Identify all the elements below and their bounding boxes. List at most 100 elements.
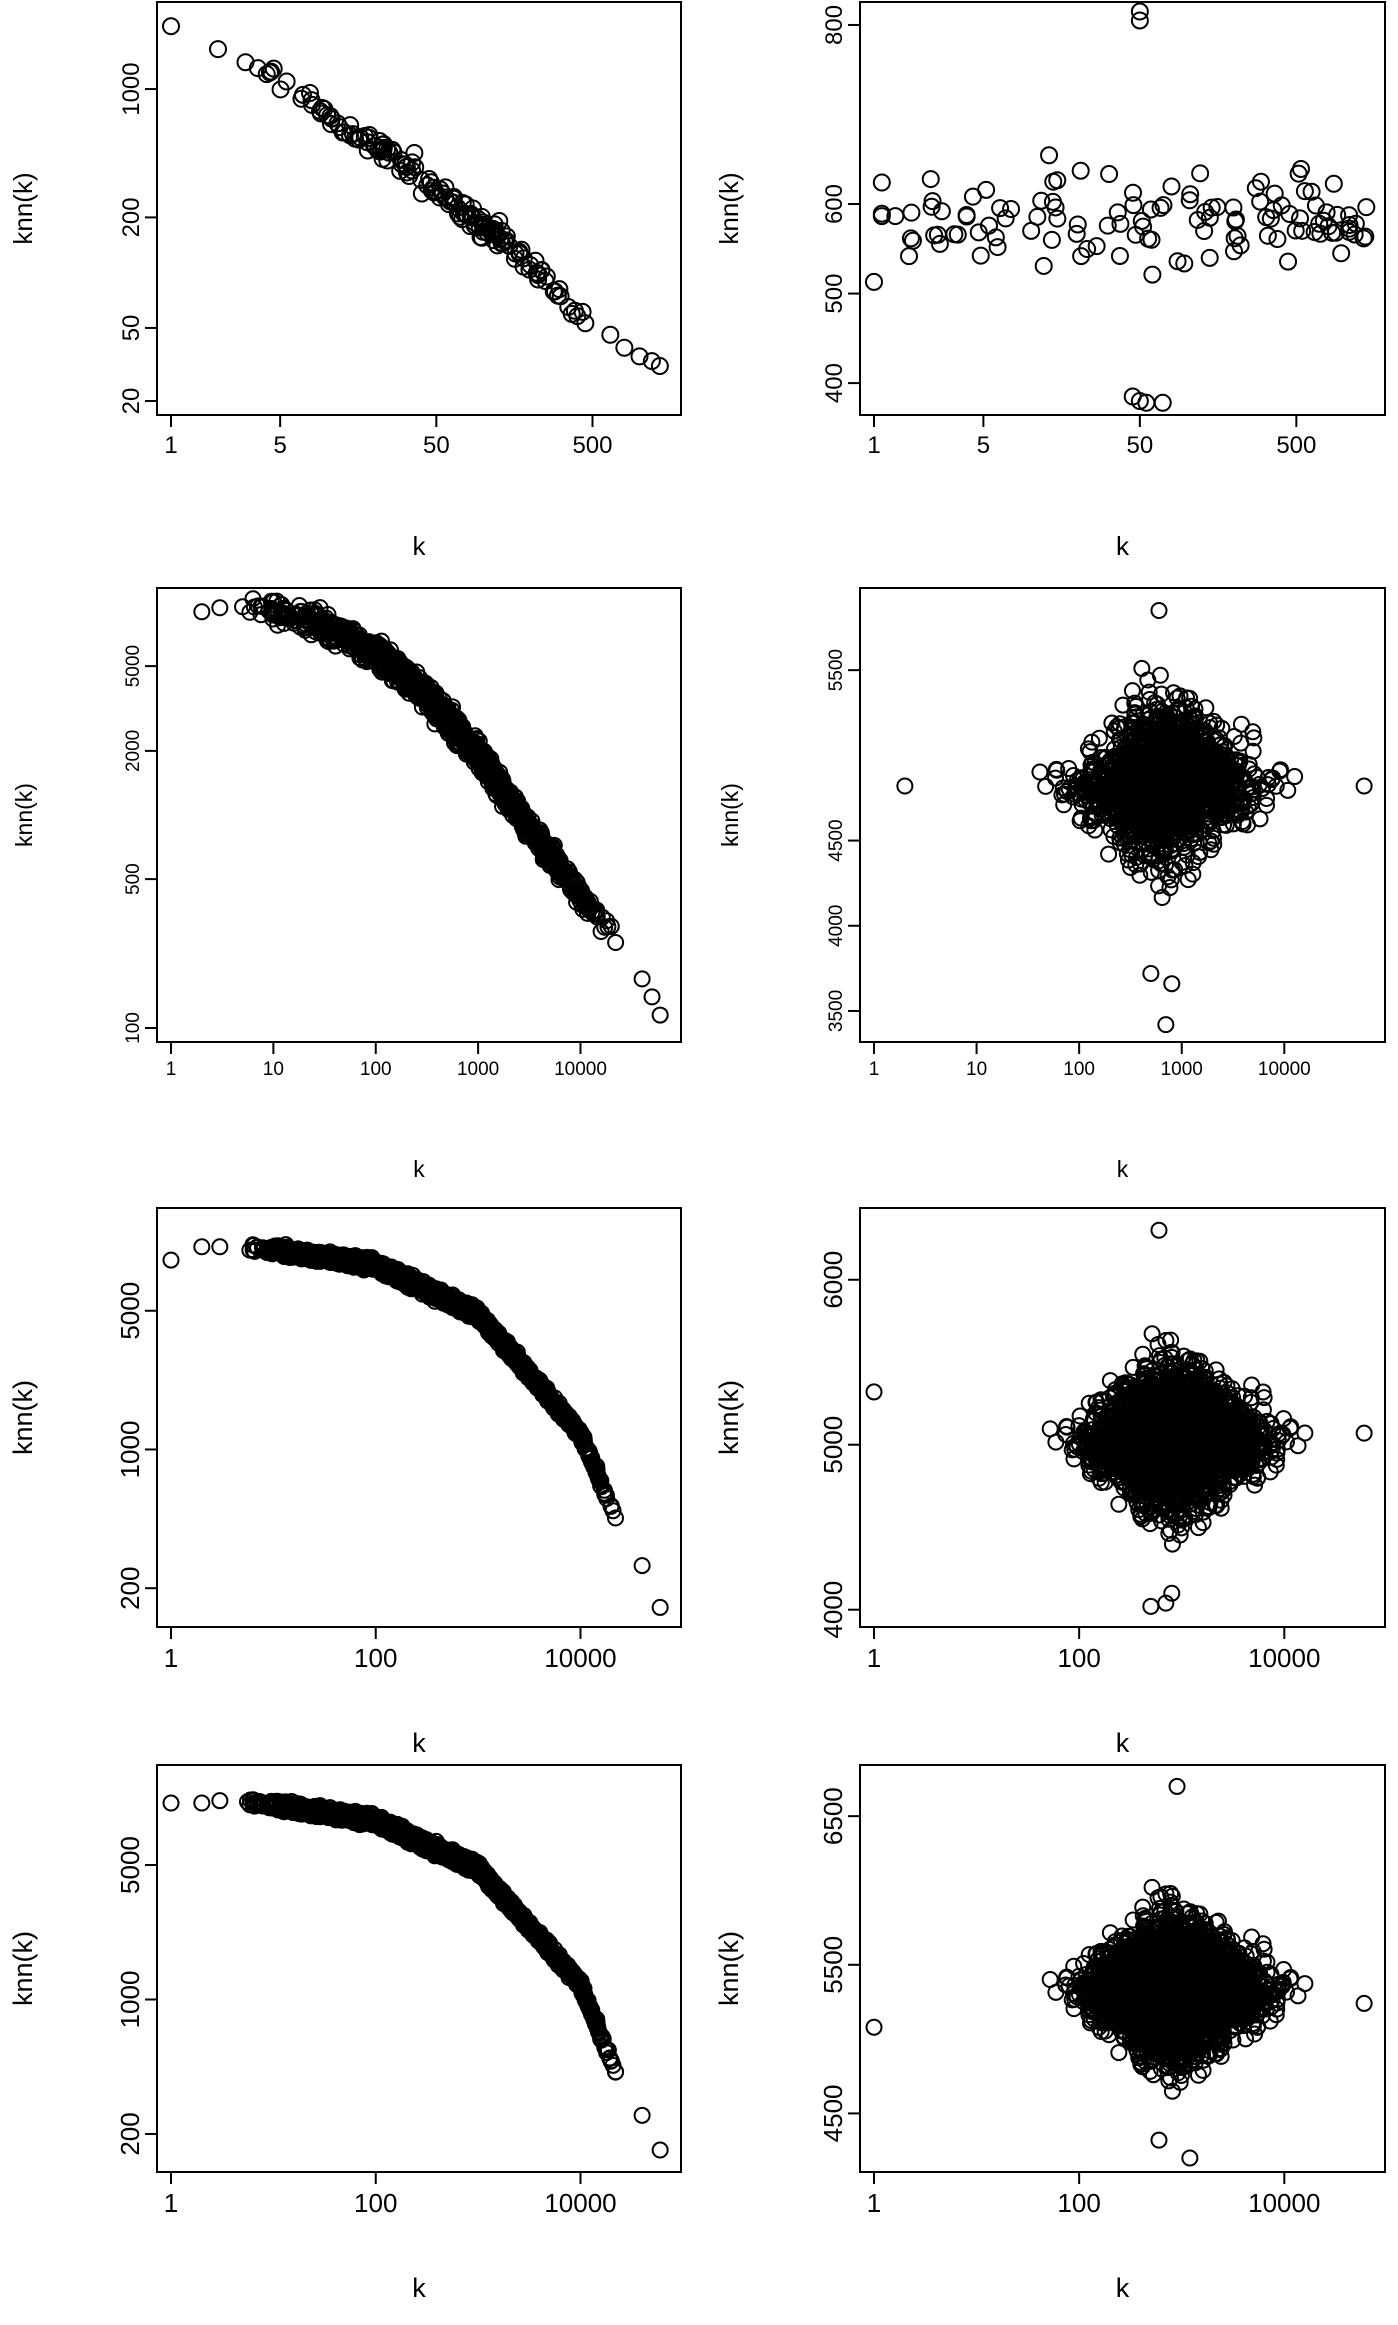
data-point (1225, 229, 1244, 248)
data-point (1071, 161, 1090, 180)
data-point (1100, 165, 1119, 184)
data-point (1124, 196, 1143, 215)
data-point (988, 238, 1007, 257)
data-point (651, 1006, 669, 1024)
data-point (1226, 210, 1245, 229)
data-point (1153, 393, 1172, 412)
data-point (412, 184, 431, 203)
data-point (1046, 198, 1065, 217)
data-point (474, 216, 493, 235)
data-point (1314, 211, 1333, 230)
y-tick-label: 5000 (115, 1282, 145, 1340)
y-tick-label: 3500 (826, 990, 847, 1032)
data-point (1130, 11, 1149, 30)
data-point (548, 286, 567, 305)
data-point (1032, 191, 1051, 210)
data-point (1130, 2, 1149, 21)
data-point (1142, 964, 1160, 982)
data-point (1289, 164, 1308, 183)
data-point (1141, 200, 1160, 219)
data-point (512, 240, 531, 259)
data-point (872, 173, 891, 192)
y-tick-label: 20 (118, 388, 145, 415)
data-point (1293, 221, 1312, 240)
data-point (1181, 185, 1200, 204)
data-point (340, 126, 359, 145)
x-tick-label: 50 (1127, 432, 1154, 459)
data-point (248, 59, 267, 78)
data-point (405, 144, 424, 163)
data-point (1188, 210, 1207, 229)
data-point (896, 777, 914, 795)
x-tick-label: 1000 (1161, 1059, 1203, 1080)
data-point (1251, 192, 1270, 211)
data-point (392, 155, 411, 174)
y-tick-label: 2000 (123, 730, 144, 772)
data-point (497, 231, 516, 250)
y-axis-label: knn(k) (717, 783, 743, 847)
data-point (545, 282, 564, 301)
data-point (1168, 252, 1187, 271)
data-point (465, 216, 484, 235)
y-tick-label: 4000 (826, 905, 847, 947)
y-axis-label: knn(k) (8, 1380, 38, 1455)
data-point (1067, 224, 1086, 243)
data-point (365, 136, 384, 155)
x-tick-label: 1 (867, 432, 880, 459)
data-point (1346, 214, 1365, 233)
data-point (601, 325, 620, 344)
data-point (521, 256, 540, 275)
data-point (615, 338, 634, 357)
data-point (1068, 215, 1087, 234)
y-tick-label: 500 (123, 863, 144, 895)
data-point (1191, 164, 1210, 183)
data-point (1151, 198, 1170, 217)
data-point (1031, 763, 1049, 781)
data-point (1291, 209, 1310, 228)
y-tick-label: 500 (821, 274, 848, 314)
data-point (260, 63, 279, 82)
y-tick-label: 800 (821, 5, 848, 45)
data-point (945, 225, 964, 244)
data-point (607, 934, 625, 952)
y-tick-label: 200 (115, 1567, 145, 1610)
data-point (350, 130, 369, 149)
data-point (193, 603, 211, 621)
data-point (1355, 777, 1373, 795)
x-axis-label: k (1117, 1156, 1129, 1182)
data-point (643, 988, 661, 1006)
data-point (1272, 196, 1291, 215)
data-point (1048, 209, 1067, 228)
x-tick-label: 5 (977, 432, 990, 459)
data-point (1151, 666, 1169, 684)
y-axis-label: knn(k) (714, 172, 744, 244)
data-point (901, 229, 920, 248)
x-tick-label: 10000 (544, 1643, 616, 1673)
data-point (486, 226, 505, 245)
data-point (1357, 198, 1376, 217)
plot-frame (156, 587, 682, 1043)
data-point (1176, 857, 1194, 875)
x-tick-label: 100 (360, 1059, 392, 1080)
x-tick-label: 10 (966, 1059, 987, 1080)
data-point (1044, 172, 1063, 191)
data-point (1354, 229, 1373, 248)
data-point (1162, 177, 1181, 196)
data-point (902, 203, 921, 222)
data-point (380, 143, 399, 162)
data-point (403, 161, 422, 180)
data-point (1286, 768, 1304, 786)
data-point (1180, 191, 1199, 210)
data-point (969, 223, 988, 242)
data-point (445, 193, 464, 212)
data-point (1197, 699, 1215, 717)
data-point (211, 599, 229, 617)
data-point (162, 17, 180, 36)
x-tick-label: 1 (164, 1643, 178, 1673)
data-point (300, 83, 319, 102)
data-point (886, 207, 905, 226)
data-point (1202, 198, 1221, 217)
data-point (1324, 174, 1343, 193)
